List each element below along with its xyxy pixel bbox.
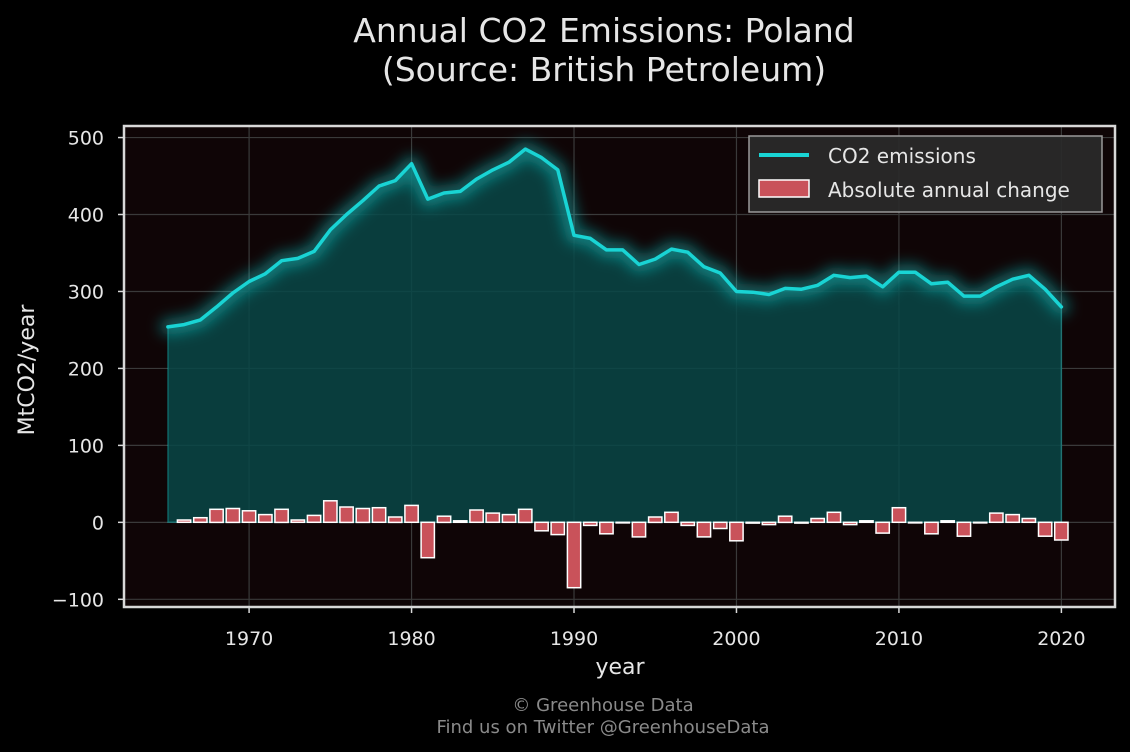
change-bar-1981 xyxy=(420,521,436,559)
change-bar-2001 xyxy=(745,521,761,524)
x-tick-label-1980: 1980 xyxy=(387,628,435,650)
change-bar-2010 xyxy=(891,506,907,524)
change-bar-1985 xyxy=(485,512,501,524)
change-bar-1974 xyxy=(306,514,322,524)
change-bar-1966 xyxy=(176,519,192,524)
change-bar-1987 xyxy=(517,508,533,524)
change-bar-1994 xyxy=(631,521,647,538)
change-bar-2019 xyxy=(1037,521,1053,537)
change-bar-2003 xyxy=(777,515,793,524)
change-bar-1989 xyxy=(550,521,566,536)
y-tick-label-500: 500 xyxy=(68,128,104,150)
change-bar-1992 xyxy=(599,521,614,535)
legend-bar-swatch xyxy=(758,179,810,198)
chart-title: Annual CO2 Emissions: Poland xyxy=(353,11,855,50)
x-tick-label-2020: 2020 xyxy=(1037,628,1085,650)
change-bar-2013 xyxy=(940,520,956,524)
change-bar-2014 xyxy=(956,521,972,537)
x-tick-label-2000: 2000 xyxy=(712,628,760,650)
legend-box xyxy=(748,135,1103,213)
y-tick-label--100: −100 xyxy=(52,589,104,611)
change-bar-1976 xyxy=(339,506,354,524)
change-bar-2017 xyxy=(1005,513,1021,524)
change-bar-1995 xyxy=(647,516,663,524)
change-bar-2012 xyxy=(924,521,939,535)
change-bar-2006 xyxy=(826,511,842,524)
change-bar-1971 xyxy=(257,513,273,524)
change-bar-1984 xyxy=(469,509,484,524)
change-bar-1979 xyxy=(387,516,403,524)
y-tick-label-300: 300 xyxy=(68,281,104,303)
change-bar-1980 xyxy=(404,504,419,524)
change-bar-1972 xyxy=(274,508,289,524)
change-bar-1982 xyxy=(436,515,452,524)
change-bar-2007 xyxy=(842,521,858,526)
change-bar-2000 xyxy=(729,521,744,542)
change-bar-1978 xyxy=(371,506,387,524)
change-bar-2015 xyxy=(972,521,988,524)
change-bar-1977 xyxy=(355,507,371,524)
change-bar-2016 xyxy=(988,512,1004,524)
legend-label-change: Absolute annual change xyxy=(828,178,1070,202)
y-tick-label-200: 200 xyxy=(68,358,104,380)
change-bar-2005 xyxy=(810,517,826,524)
change-bar-2011 xyxy=(907,521,923,524)
change-bar-1970 xyxy=(241,510,257,524)
y-tick-label-100: 100 xyxy=(68,435,104,457)
change-bar-1983 xyxy=(452,520,468,524)
change-bar-1996 xyxy=(664,511,679,524)
plot-frame xyxy=(122,124,1117,609)
footer-twitter: Find us on Twitter @GreenhouseData xyxy=(436,717,769,738)
change-bar-1988 xyxy=(534,521,549,532)
change-bar-1969 xyxy=(225,507,241,524)
change-bar-1973 xyxy=(290,519,306,524)
y-axis-label: MtCO2/year xyxy=(15,304,40,436)
chart-subtitle: (Source: British Petroleum) xyxy=(382,50,826,89)
bars xyxy=(176,500,1069,589)
emissions-line xyxy=(166,147,1064,329)
change-bar-1997 xyxy=(680,521,696,527)
legend-label-emissions: CO2 emissions xyxy=(828,144,976,168)
footer-copyright: © Greenhouse Data xyxy=(512,695,693,716)
change-bar-1986 xyxy=(501,513,517,524)
change-bar-1975 xyxy=(322,500,338,524)
line-layer xyxy=(159,141,1070,335)
change-bar-2018 xyxy=(1021,517,1037,524)
change-bar-2020 xyxy=(1053,521,1069,541)
change-bar-2004 xyxy=(794,521,809,524)
change-bar-1991 xyxy=(582,521,598,527)
y-tick-label-400: 400 xyxy=(68,205,104,227)
change-bar-1990 xyxy=(566,521,582,589)
change-bar-1998 xyxy=(696,521,712,538)
x-ticks: 1970 1980 1990 2000 2010 2020 xyxy=(225,607,1086,650)
y-ticks: −100 0 100 200 300 400 500 xyxy=(52,128,124,611)
y-tick-label-0: 0 xyxy=(92,512,104,534)
x-axis-label: year xyxy=(595,655,645,680)
change-bar-1967 xyxy=(192,516,208,524)
change-bar-1999 xyxy=(712,521,728,530)
legend: CO2 emissions Absolute annual change xyxy=(748,135,1103,213)
x-tick-label-2010: 2010 xyxy=(875,628,923,650)
change-bar-1993 xyxy=(615,521,631,524)
change-bar-2008 xyxy=(859,520,874,524)
x-tick-label-1970: 1970 xyxy=(225,628,273,650)
x-tick-label-1990: 1990 xyxy=(550,628,598,650)
change-bar-1968 xyxy=(209,508,224,524)
change-bar-2009 xyxy=(875,521,891,534)
change-bar-2002 xyxy=(761,521,777,526)
